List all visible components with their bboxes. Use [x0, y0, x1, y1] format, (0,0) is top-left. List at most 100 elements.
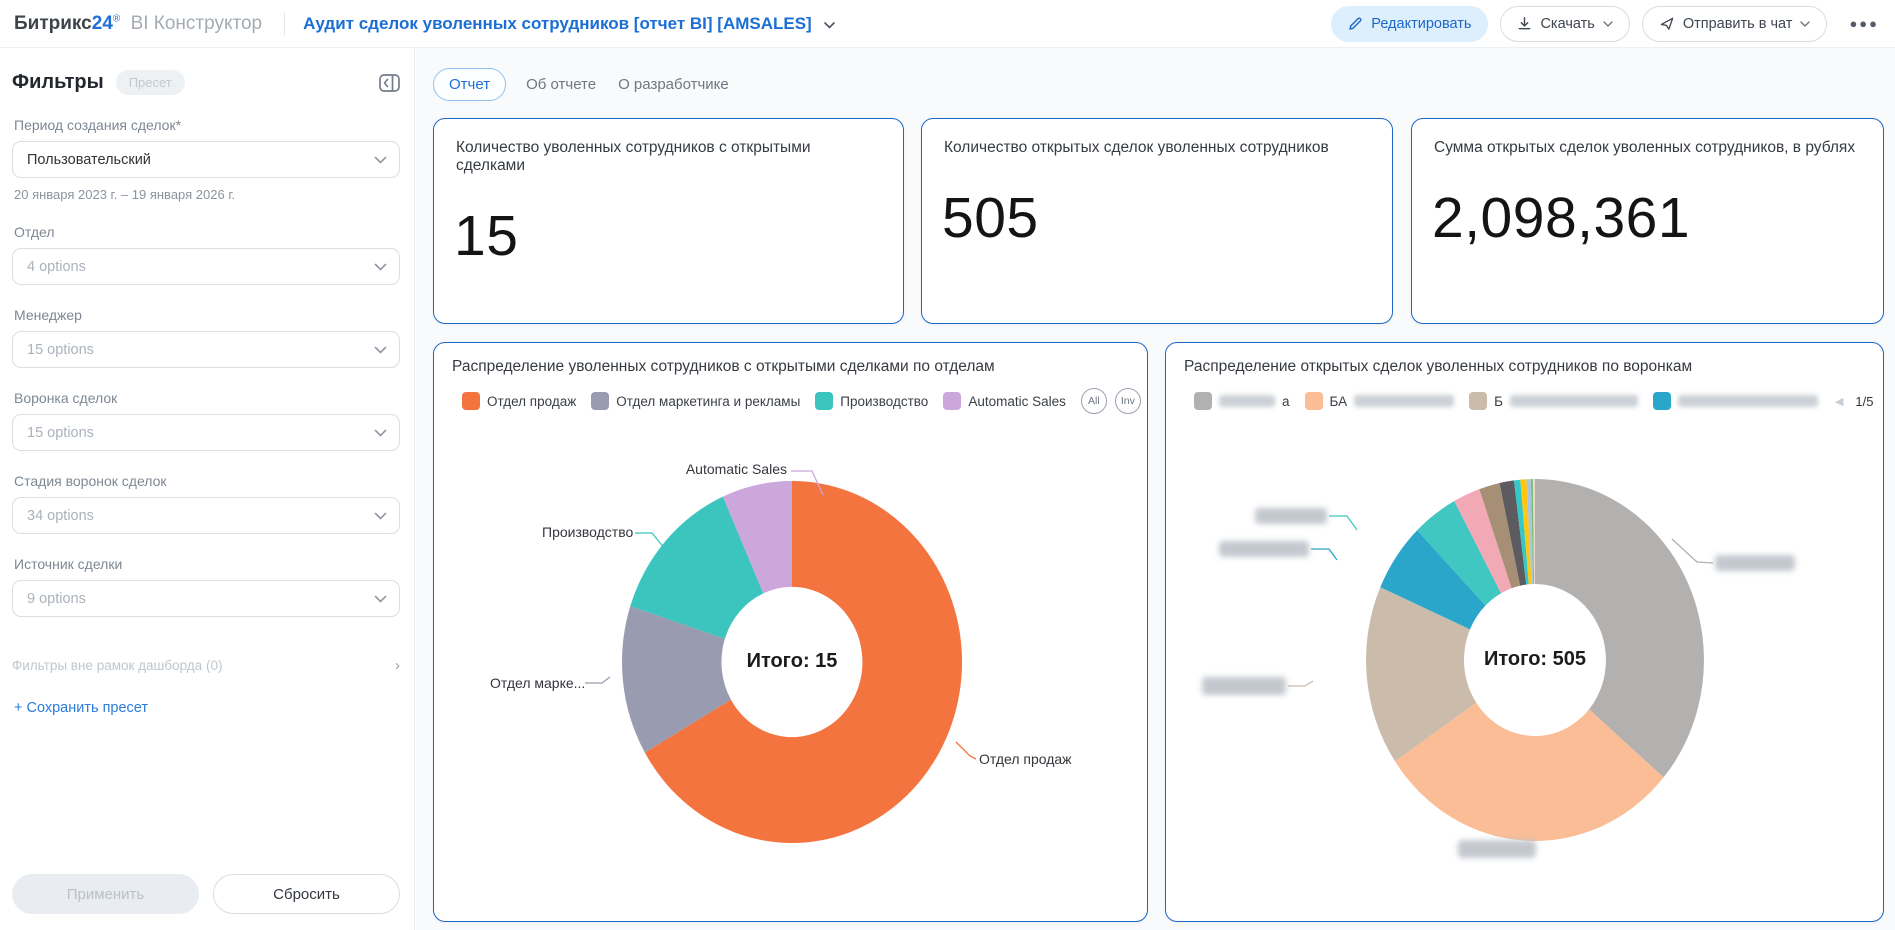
donut-chart-card-departments: Распределение уволенных сотрудников с от… — [433, 342, 1148, 922]
legend-controls: ◀1/5▶AllInv — [1833, 388, 1884, 414]
manager-select[interactable]: 15 options — [12, 331, 400, 368]
legend-swatch — [1469, 392, 1487, 410]
report-title: Аудит сделок уволенных сотрудников [отче… — [303, 14, 812, 33]
send-to-chat-label: Отправить в чат — [1683, 16, 1793, 32]
legend-select-all-button[interactable]: All — [1081, 388, 1107, 414]
chart-legend: Отдел продаж Отдел маркетинга и рекламы Пр… — [462, 388, 1131, 414]
slice-label-blurred — [1458, 840, 1536, 858]
legend-invert-button[interactable]: Inv — [1115, 388, 1141, 414]
filters-panel: Фильтры Пресет Период создания сделок* П… — [0, 48, 415, 930]
chevron-down-icon — [374, 346, 387, 354]
outer-filters-label: Фильтры вне рамок дашборда (0) — [12, 658, 222, 673]
filter-label: Отдел — [14, 224, 400, 240]
chevron-down-icon — [374, 156, 387, 164]
outer-filters-link[interactable]: Фильтры вне рамок дашборда (0) › — [12, 657, 400, 674]
save-preset-link[interactable]: + Сохранить пресет — [14, 700, 402, 716]
legend-item[interactable]: Отдел маркетинга и рекламы — [591, 392, 800, 410]
header-divider — [284, 12, 285, 36]
logo-product-name: BI Конструктор — [131, 13, 263, 34]
edit-button[interactable]: Редактировать — [1331, 6, 1488, 42]
source-select[interactable]: 9 options — [12, 580, 400, 617]
stage-select-value: 34 options — [27, 508, 374, 524]
donut-total-label: Итого: 505 — [1435, 648, 1635, 671]
filter-label: Воронка сделок — [14, 390, 400, 406]
filters-title: Фильтры — [12, 71, 104, 94]
slice-label-blurred — [1715, 555, 1795, 571]
top-bar: Битрикс24® BI Конструктор Аудит сделок у… — [0, 0, 1895, 48]
legend-label: Производство — [840, 394, 928, 409]
callout-line — [635, 533, 665, 549]
legend-swatch — [462, 392, 480, 410]
legend-item[interactable]: Производство — [815, 392, 928, 410]
manager-select-value: 15 options — [27, 342, 374, 358]
chevron-down-icon — [824, 22, 835, 29]
paper-plane-icon — [1659, 16, 1675, 31]
preset-badge: Пресет — [116, 70, 185, 95]
kpi-value: 2,098,361 — [1432, 185, 1883, 251]
logo-reg-mark: ® — [113, 13, 120, 24]
callout-line — [956, 742, 976, 759]
legend-item[interactable] — [1653, 392, 1818, 410]
tab-about-report[interactable]: Об отчете — [524, 69, 598, 100]
legend-label-blurred — [1678, 395, 1818, 407]
donut-chart-card-funnels: Распределение открытых сделок уволенных … — [1165, 342, 1884, 922]
download-icon — [1517, 16, 1532, 31]
legend-next-page-icon[interactable]: ▶ — [1884, 395, 1885, 408]
slice-label-blurred — [1219, 541, 1309, 557]
funnel-select[interactable]: 15 options — [12, 414, 400, 451]
slice-label-blurred — [1202, 677, 1286, 695]
legend-item[interactable]: БА — [1305, 392, 1455, 410]
report-area: Отчет Об отчете О разработчике Количеств… — [416, 48, 1895, 930]
chart-title: Распределение открытых сделок уволенных … — [1184, 358, 1863, 376]
kpi-card-employees: Количество уволенных сотрудников с откры… — [433, 118, 904, 324]
period-select[interactable]: Пользовательский — [12, 141, 400, 178]
report-title-dropdown[interactable]: Аудит сделок уволенных сотрудников [отче… — [303, 14, 835, 34]
legend-swatch — [943, 392, 961, 410]
stage-select[interactable]: 34 options — [12, 497, 400, 534]
slice-label-blurred — [1255, 508, 1327, 524]
period-range-note: 20 января 2023 г. – 19 января 2026 г. — [14, 187, 400, 202]
legend-page-indicator: 1/5 — [1855, 394, 1873, 409]
callout-line — [1311, 549, 1337, 560]
logo-brand: Битрикс — [14, 13, 92, 34]
legend-label-prefix: Б — [1494, 394, 1503, 409]
chart-legend: аБАБ◀1/5▶AllInv — [1194, 388, 1867, 414]
legend-label-blurred — [1219, 395, 1275, 407]
filter-stage: Стадия воронок сделок 34 options — [12, 473, 400, 534]
legend-swatch — [591, 392, 609, 410]
period-select-value: Пользовательский — [27, 152, 374, 168]
apply-button[interactable]: Применить — [12, 874, 199, 914]
legend-item[interactable]: Отдел продаж — [462, 392, 576, 410]
legend-swatch — [815, 392, 833, 410]
more-menu-button[interactable]: ●●● — [1849, 16, 1879, 31]
kpi-title: Сумма открытых сделок уволенных сотрудни… — [1434, 139, 1861, 157]
chevron-down-icon — [374, 429, 387, 437]
download-button[interactable]: Скачать — [1500, 6, 1629, 42]
kpi-value: 505 — [942, 185, 1392, 251]
logo-accent: 24 — [92, 13, 113, 34]
donut-chart — [434, 343, 1148, 922]
department-select[interactable]: 4 options — [12, 248, 400, 285]
legend-label-blurred — [1510, 395, 1638, 407]
legend-label: Отдел продаж — [487, 394, 576, 409]
filter-manager: Менеджер 15 options — [12, 307, 400, 368]
tab-report[interactable]: Отчет — [433, 68, 506, 101]
tab-about-developer[interactable]: О разработчике — [616, 69, 731, 100]
legend-item[interactable]: Б — [1469, 392, 1638, 410]
legend-item[interactable]: а — [1194, 392, 1290, 410]
collapse-panel-icon[interactable] — [379, 74, 400, 92]
reset-button[interactable]: Сбросить — [213, 874, 400, 914]
source-select-value: 9 options — [27, 591, 374, 607]
chevron-down-icon — [1603, 21, 1613, 27]
send-to-chat-button[interactable]: Отправить в чат — [1642, 6, 1828, 42]
filter-period: Период создания сделок* Пользовательский… — [12, 117, 400, 202]
legend-label: Отдел маркетинга и рекламы — [616, 394, 800, 409]
funnel-select-value: 15 options — [27, 425, 374, 441]
legend-label: Automatic Sales — [968, 394, 1066, 409]
chevron-down-icon — [374, 595, 387, 603]
legend-prev-page-icon[interactable]: ◀ — [1833, 395, 1845, 408]
legend-item[interactable]: Automatic Sales — [943, 392, 1066, 410]
kpi-value: 15 — [454, 203, 903, 269]
report-tabs: Отчет Об отчете О разработчике — [433, 68, 731, 101]
kpi-card-deals-sum: Сумма открытых сделок уволенных сотрудни… — [1411, 118, 1884, 324]
